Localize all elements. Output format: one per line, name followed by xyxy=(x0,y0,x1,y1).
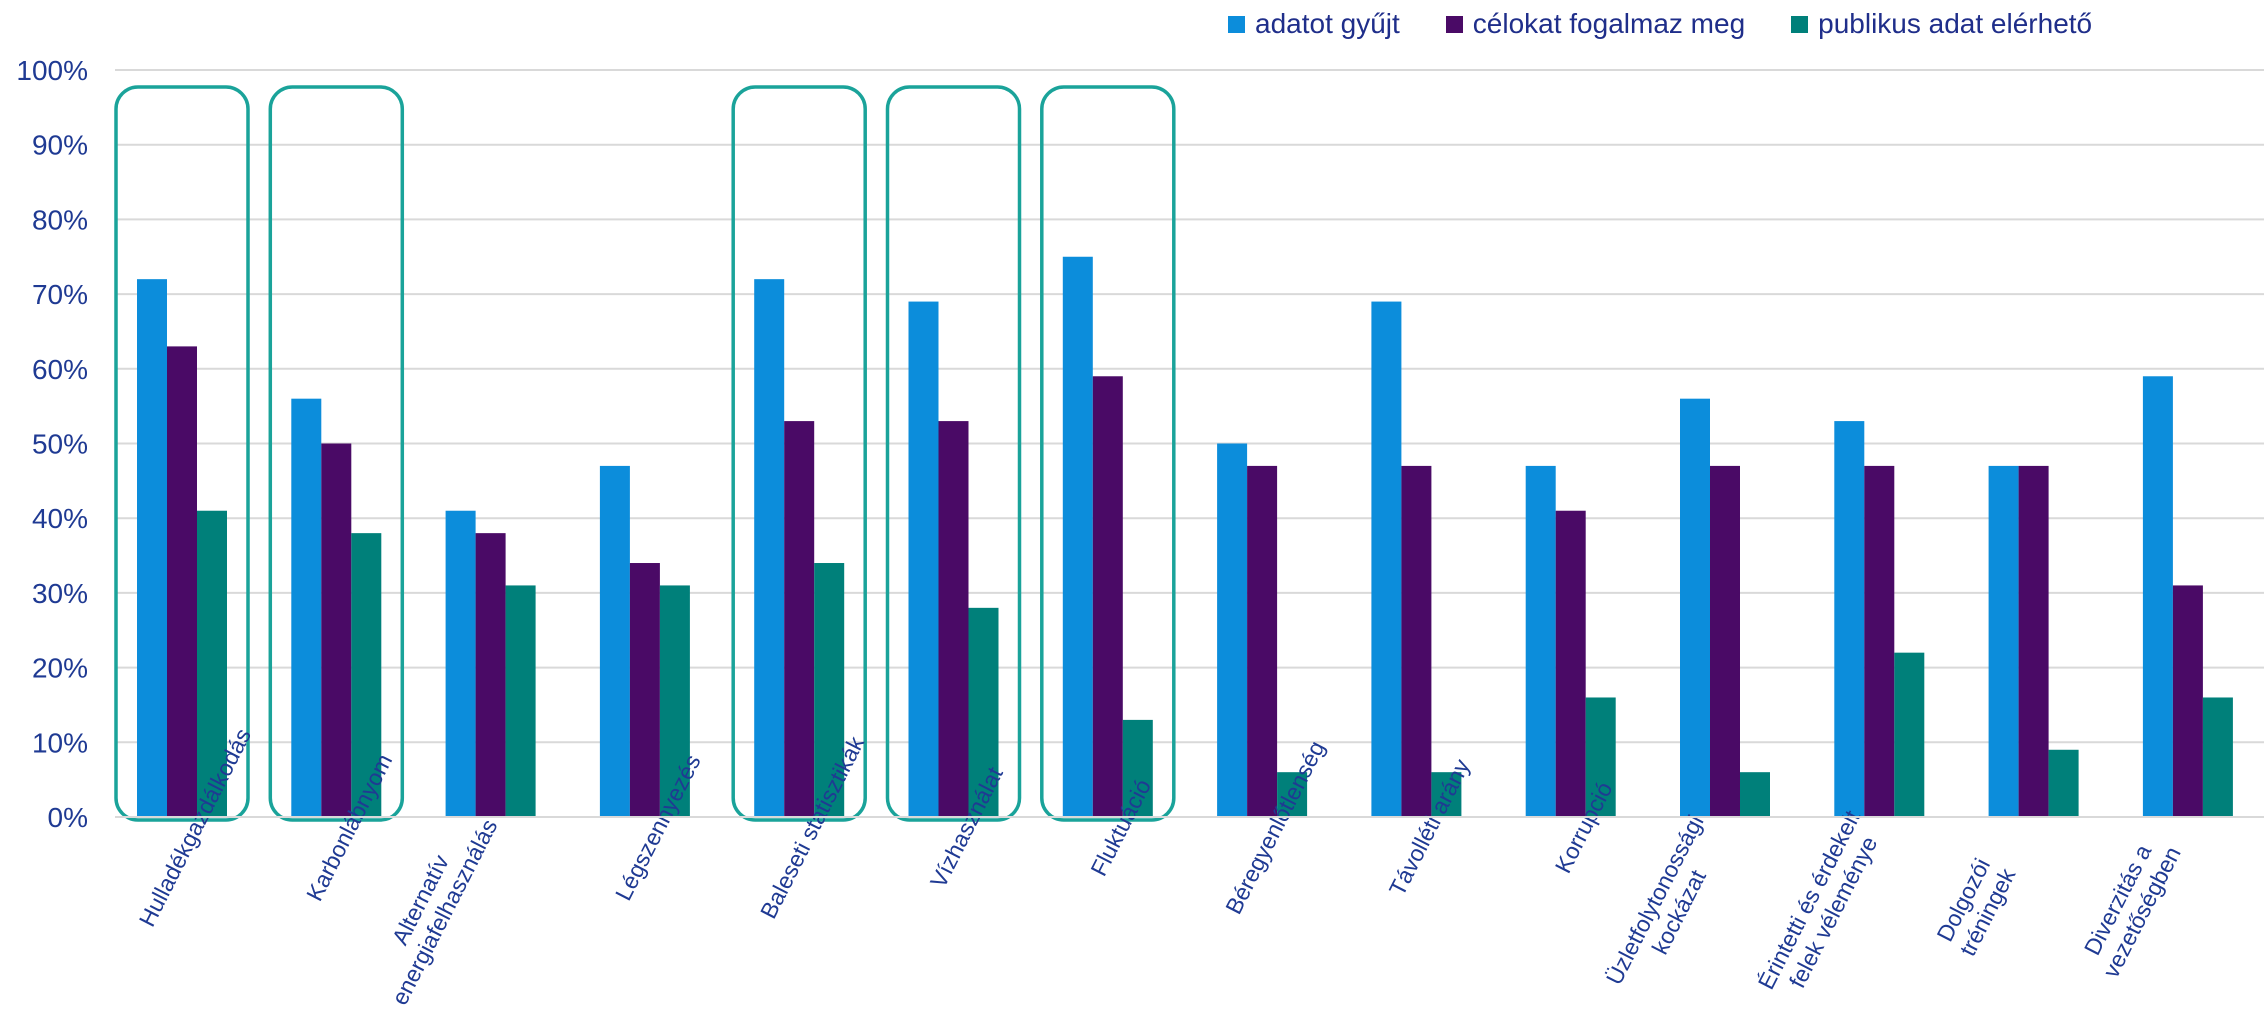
y-tick-label: 90% xyxy=(32,130,88,161)
legend-label: célokat fogalmaz meg xyxy=(1472,8,1746,39)
y-tick-label: 50% xyxy=(32,429,88,460)
bar xyxy=(1864,465,1895,817)
bar xyxy=(629,563,660,817)
y-tick-label: 20% xyxy=(32,653,88,684)
y-tick-label: 80% xyxy=(32,204,88,235)
bar xyxy=(351,533,382,817)
legend-label: publikus adat elérhető xyxy=(1818,8,2093,39)
y-tick-label: 60% xyxy=(32,354,88,385)
bar xyxy=(2172,585,2203,817)
bar xyxy=(784,421,815,817)
chart-legend: adatot gyűjt célokat fogalmaz meg publik… xyxy=(1228,8,2092,40)
bar xyxy=(754,279,785,817)
bar xyxy=(2142,376,2173,817)
bar xyxy=(1431,772,1462,817)
highlight-box xyxy=(268,85,405,822)
legend-item-celokat-fogalmaz-meg: célokat fogalmaz meg xyxy=(1445,8,1746,40)
bar xyxy=(1555,510,1586,817)
x-tick-label: Dolgozóitréningek xyxy=(1930,851,2020,960)
bar xyxy=(445,510,476,817)
bar xyxy=(2018,465,2049,817)
legend-swatch xyxy=(1228,15,1245,33)
bar xyxy=(1277,772,1308,817)
bar xyxy=(814,563,845,817)
highlight-box xyxy=(1040,85,1176,822)
bar xyxy=(197,510,227,817)
bar xyxy=(1834,421,1865,817)
bar xyxy=(1680,398,1710,817)
bar xyxy=(291,398,322,817)
highlight-box xyxy=(885,85,1022,822)
bar xyxy=(599,465,630,817)
bar xyxy=(1988,465,2019,817)
bar xyxy=(1894,652,1925,817)
y-tick-label: 0% xyxy=(48,802,88,833)
bar xyxy=(1740,772,1770,817)
bar xyxy=(475,533,506,817)
bar xyxy=(137,279,167,817)
x-tick-label: Érintetti és érdekeltfelek véleménye xyxy=(1753,806,1890,1006)
bar xyxy=(2048,749,2079,817)
y-tick-label: 70% xyxy=(32,279,88,310)
bar xyxy=(1062,256,1093,817)
legend-item-publikus-adat-elerheto: publikus adat elérhető xyxy=(1791,8,2092,40)
bar xyxy=(1710,465,1740,817)
bar xyxy=(1525,465,1556,817)
y-tick-label: 30% xyxy=(32,578,88,609)
bar xyxy=(321,443,352,817)
bar xyxy=(2202,697,2233,817)
x-tick-label: Diverzitás avezetőségben xyxy=(2073,830,2185,982)
bar xyxy=(1401,465,1432,817)
bar xyxy=(1092,376,1123,817)
bar xyxy=(1585,697,1616,817)
x-tick-label: Üzletfolytonosságikockázat xyxy=(1601,811,1733,1001)
legend-swatch xyxy=(1445,15,1463,33)
y-tick-label: 40% xyxy=(32,503,88,534)
bar xyxy=(908,301,939,817)
highlight-box xyxy=(731,85,867,822)
bar xyxy=(1217,443,1248,817)
bar xyxy=(968,607,999,817)
bar xyxy=(505,585,536,817)
x-tick-label: Alternatívenergiafelhasználás xyxy=(362,803,502,1009)
legend-swatch xyxy=(1791,15,1809,33)
y-tick-label: 100% xyxy=(16,55,88,86)
bar xyxy=(167,346,197,817)
y-tick-label: 10% xyxy=(32,727,88,758)
legend-item-adatot-gyujt: adatot gyűjt xyxy=(1228,8,1400,40)
legend-label: adatot gyűjt xyxy=(1255,8,1400,39)
bar xyxy=(1122,719,1153,817)
bar xyxy=(938,421,969,817)
bar xyxy=(1371,301,1402,817)
highlight-box xyxy=(114,85,250,822)
bar xyxy=(1247,465,1278,817)
bar xyxy=(659,585,690,817)
